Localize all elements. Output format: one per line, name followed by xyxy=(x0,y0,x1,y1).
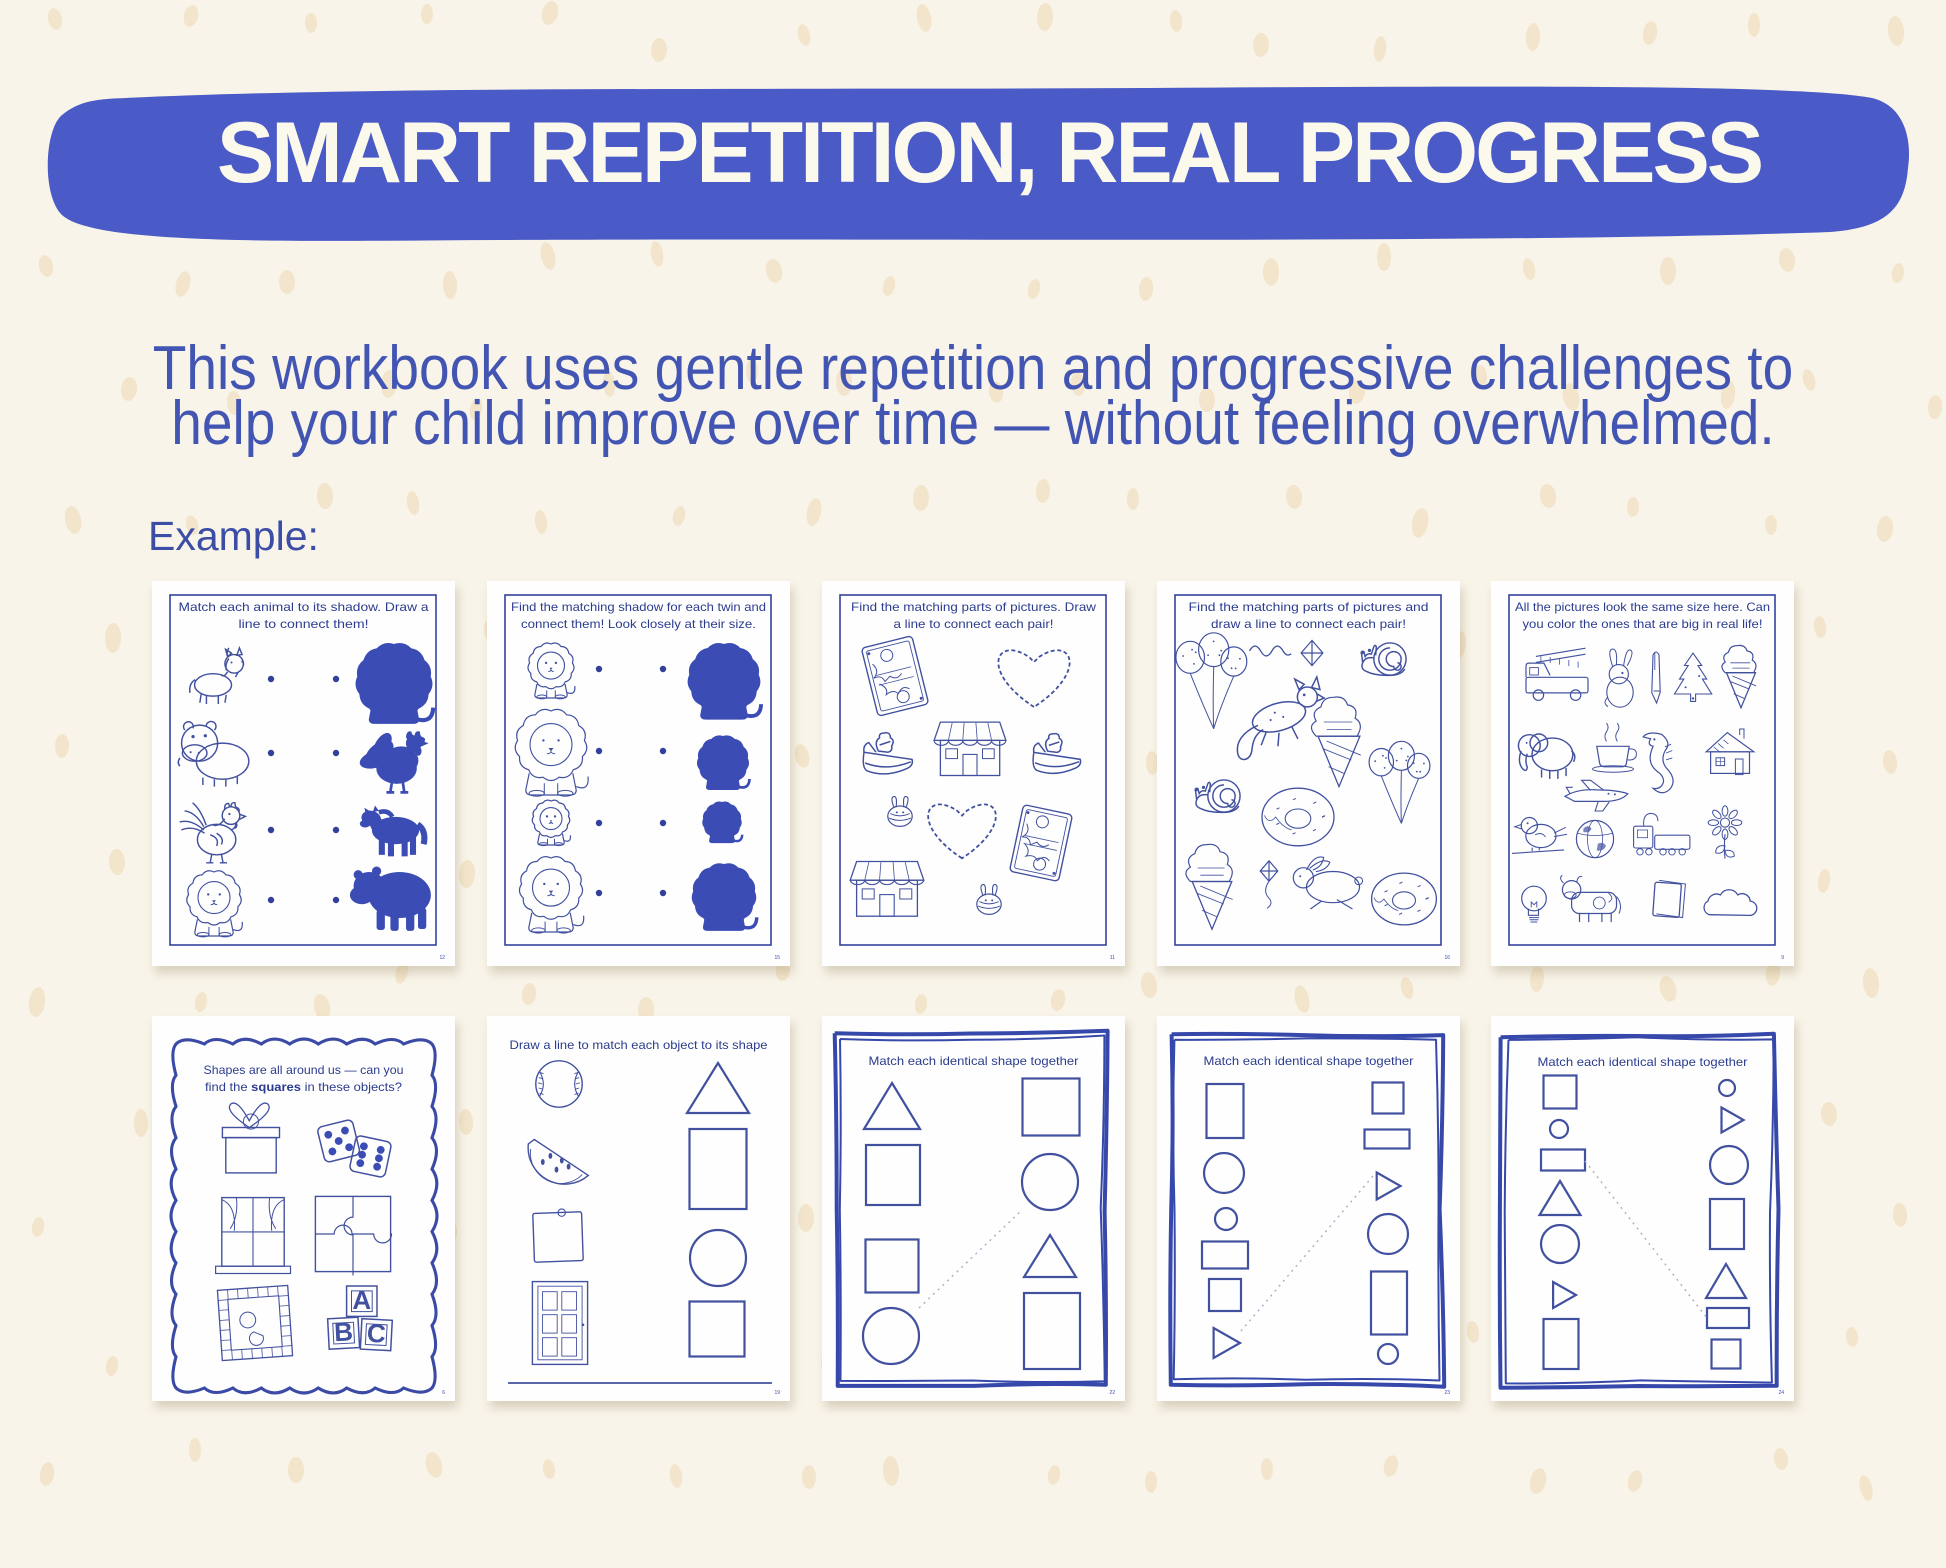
svg-text:11: 11 xyxy=(1110,955,1115,961)
svg-text:6: 6 xyxy=(442,1390,445,1396)
svg-text:Find the matching parts of pic: Find the matching parts of pictures and xyxy=(1189,601,1429,614)
svg-text:Shapes are all around us — can: Shapes are all around us — can you xyxy=(204,1064,404,1077)
svg-text:Match each animal to its shado: Match each animal to its shadow. Draw a xyxy=(179,601,430,614)
svg-text:A: A xyxy=(352,1285,371,1315)
svg-text:Match each identical shape tog: Match each identical shape together xyxy=(1538,1056,1748,1069)
svg-text:connect them! Look closely at: connect them! Look closely at their size… xyxy=(521,618,756,631)
svg-text:Find the matching parts of pic: Find the matching parts of pictures. Dra… xyxy=(851,601,1097,614)
svg-text:Find the matching shadow for e: Find the matching shadow for each twin a… xyxy=(511,601,766,614)
svg-text:Match each identical shape tog: Match each identical shape together xyxy=(1204,1055,1414,1068)
svg-text:B: B xyxy=(333,1316,353,1347)
svg-text:a line to connect each pair!: a line to connect each pair! xyxy=(894,618,1054,631)
svg-text:Draw a line to match each obje: Draw a line to match each object to its … xyxy=(510,1039,768,1052)
svg-text:you color the ones that are bi: you color the ones that are big in real … xyxy=(1523,618,1763,631)
svg-text:Match each identical shape tog: Match each identical shape together xyxy=(869,1055,1079,1068)
svg-text:15: 15 xyxy=(774,955,780,961)
svg-text:All the pictures look the same: All the pictures look the same size here… xyxy=(1515,601,1770,614)
svg-text:C: C xyxy=(366,1318,387,1349)
svg-text:draw a line to connect each pa: draw a line to connect each pair! xyxy=(1211,618,1406,631)
svg-text:24: 24 xyxy=(1778,1390,1784,1396)
svg-text:find the squares in these obje: find the squares in these objects? xyxy=(205,1081,403,1094)
svg-text:12: 12 xyxy=(439,955,445,961)
svg-text:16: 16 xyxy=(1444,955,1450,961)
svg-text:22: 22 xyxy=(1109,1390,1115,1396)
svg-text:23: 23 xyxy=(1444,1390,1450,1396)
svg-text:line to connect them!: line to connect them! xyxy=(239,618,369,631)
svg-text:9: 9 xyxy=(1781,955,1784,961)
svg-text:19: 19 xyxy=(774,1390,780,1396)
